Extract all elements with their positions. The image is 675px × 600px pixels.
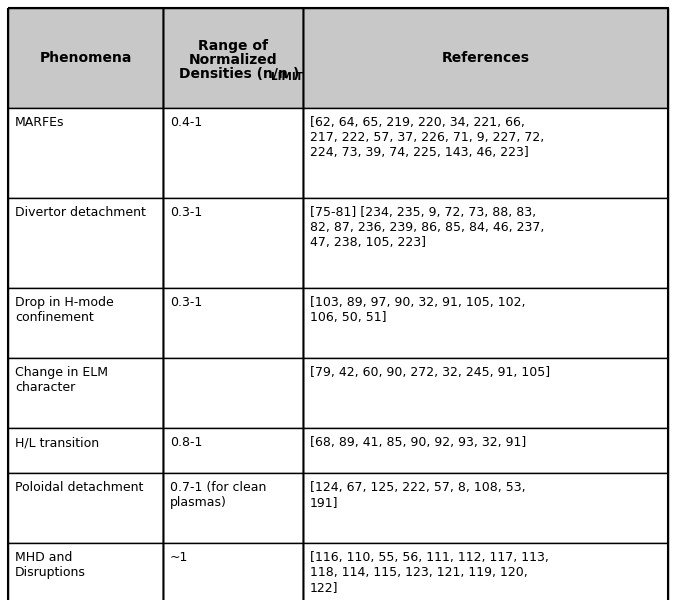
Text: [103, 89, 97, 90, 32, 91, 105, 102,
106, 50, 51]: [103, 89, 97, 90, 32, 91, 105, 102, 106,… — [310, 296, 526, 324]
Bar — [303, 428, 668, 473]
Bar — [303, 473, 668, 543]
Bar — [303, 8, 668, 108]
Text: [116, 110, 55, 56, 111, 112, 117, 113,
118, 114, 115, 123, 121, 119, 120,
122]: [116, 110, 55, 56, 111, 112, 117, 113, 1… — [310, 551, 549, 594]
Bar — [8, 473, 163, 543]
Text: 0.4-1: 0.4-1 — [170, 116, 202, 129]
Text: ): ) — [293, 67, 300, 81]
Bar — [8, 358, 163, 428]
Text: Range of: Range of — [198, 39, 268, 53]
Text: References: References — [441, 51, 529, 65]
Text: H/L transition: H/L transition — [15, 436, 99, 449]
Text: 0.7-1 (for clean
plasmas): 0.7-1 (for clean plasmas) — [170, 481, 267, 509]
Bar — [163, 288, 303, 358]
Bar — [8, 288, 163, 358]
Bar — [8, 108, 163, 198]
Text: Drop in H-mode
confinement: Drop in H-mode confinement — [15, 296, 114, 324]
Text: ~1: ~1 — [170, 551, 188, 564]
Text: Normalized: Normalized — [189, 53, 277, 67]
Text: Densities (n/n: Densities (n/n — [179, 67, 288, 81]
Text: [68, 89, 41, 85, 90, 92, 93, 32, 91]: [68, 89, 41, 85, 90, 92, 93, 32, 91] — [310, 436, 526, 449]
Bar — [303, 358, 668, 428]
Bar — [8, 8, 163, 108]
Text: 0.8-1: 0.8-1 — [170, 436, 202, 449]
Bar — [303, 288, 668, 358]
Bar — [8, 428, 163, 473]
Text: Change in ELM
character: Change in ELM character — [15, 366, 108, 394]
Bar — [163, 8, 303, 108]
Bar — [163, 358, 303, 428]
Text: MARFEs: MARFEs — [15, 116, 65, 129]
Text: [124, 67, 125, 222, 57, 8, 108, 53,
191]: [124, 67, 125, 222, 57, 8, 108, 53, 191] — [310, 481, 526, 509]
Text: LIMIT: LIMIT — [271, 72, 303, 82]
Bar — [163, 543, 303, 600]
Bar — [163, 428, 303, 473]
Bar — [8, 543, 163, 600]
Text: [62, 64, 65, 219, 220, 34, 221, 66,
217, 222, 57, 37, 226, 71, 9, 227, 72,
224, : [62, 64, 65, 219, 220, 34, 221, 66, 217,… — [310, 116, 544, 159]
Text: [75-81] [234, 235, 9, 72, 73, 88, 83,
82, 87, 236, 239, 86, 85, 84, 46, 237,
47,: [75-81] [234, 235, 9, 72, 73, 88, 83, 82… — [310, 206, 544, 249]
Text: Poloidal detachment: Poloidal detachment — [15, 481, 143, 494]
Text: Phenomena: Phenomena — [39, 51, 132, 65]
Text: 0.3-1: 0.3-1 — [170, 296, 202, 309]
Bar — [163, 198, 303, 288]
Bar — [303, 543, 668, 600]
Bar — [163, 473, 303, 543]
Text: Divertor detachment: Divertor detachment — [15, 206, 146, 219]
Bar — [163, 108, 303, 198]
Text: MHD and
Disruptions: MHD and Disruptions — [15, 551, 86, 579]
Bar — [303, 108, 668, 198]
Text: 0.3-1: 0.3-1 — [170, 206, 202, 219]
Bar — [303, 198, 668, 288]
Text: [79, 42, 60, 90, 272, 32, 245, 91, 105]: [79, 42, 60, 90, 272, 32, 245, 91, 105] — [310, 366, 550, 379]
Bar — [8, 198, 163, 288]
